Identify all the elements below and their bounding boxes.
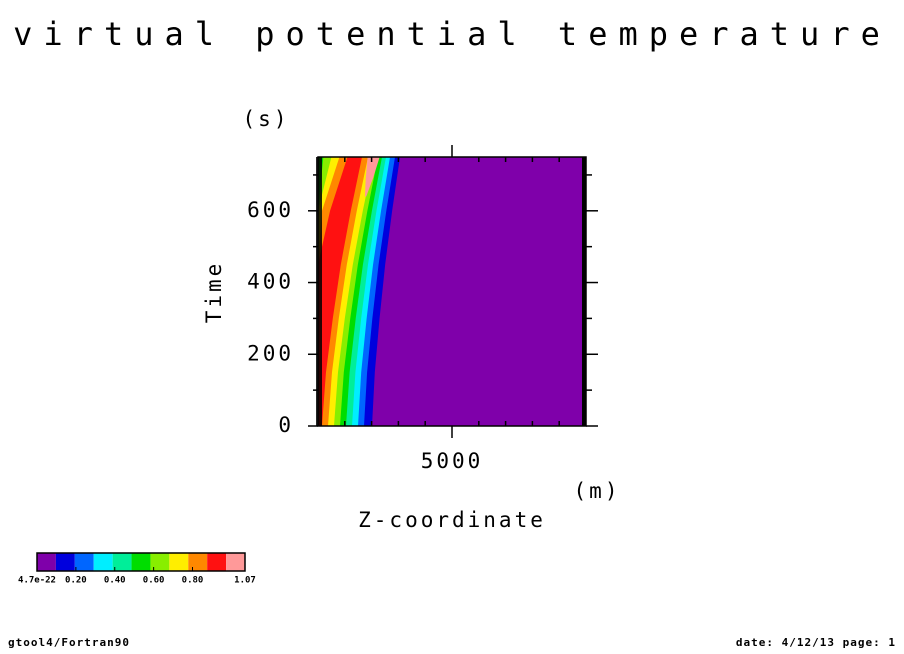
colorbar-swatch: [150, 553, 170, 571]
colorbar-swatch: [226, 553, 245, 571]
colorbar-swatch: [131, 553, 151, 571]
y-tick-label: 400: [247, 270, 294, 294]
colorbar-label: 1.07: [234, 576, 256, 586]
footer-right: date: 4/12/13 page: 1: [736, 636, 896, 649]
colorbar-label: 0.20: [65, 576, 87, 586]
y-axis-label: Time: [202, 261, 226, 324]
colorbar-frame: [36, 552, 246, 572]
colorbar-swatch: [93, 553, 113, 571]
x-axis-label: Z-coordinate: [358, 508, 546, 532]
colorbar-swatch: [169, 553, 189, 571]
x-tick-label: 5000: [421, 449, 484, 473]
colorbar-label: 0.80: [182, 576, 204, 586]
colorbar-swatch: [37, 553, 56, 571]
footer-left: gtool4/Fortran90: [8, 636, 130, 649]
y-tick-label: 0: [278, 413, 294, 437]
colorbar-swatch: [207, 553, 227, 571]
colorbar-swatch: [188, 553, 208, 571]
contour-band: [318, 157, 363, 426]
right-edge: [582, 157, 586, 426]
y-tick-label: 200: [247, 341, 294, 365]
y-unit: (s): [243, 107, 290, 131]
colorbar-label: 0.40: [104, 576, 126, 586]
field: [318, 157, 586, 426]
contour-band: [364, 157, 380, 197]
colorbar-label: 0.60: [143, 576, 165, 586]
x-unit: (m): [574, 479, 621, 503]
y-tick-label: 600: [247, 198, 294, 222]
colorbar-label: 4.7e-22: [18, 576, 56, 586]
chart-title: virtual potential temperature: [13, 15, 891, 53]
colorbar-swatch: [55, 553, 75, 571]
left-edge: [316, 157, 322, 426]
colorbar-swatch: [74, 553, 94, 571]
colorbar-swatch: [112, 553, 132, 571]
